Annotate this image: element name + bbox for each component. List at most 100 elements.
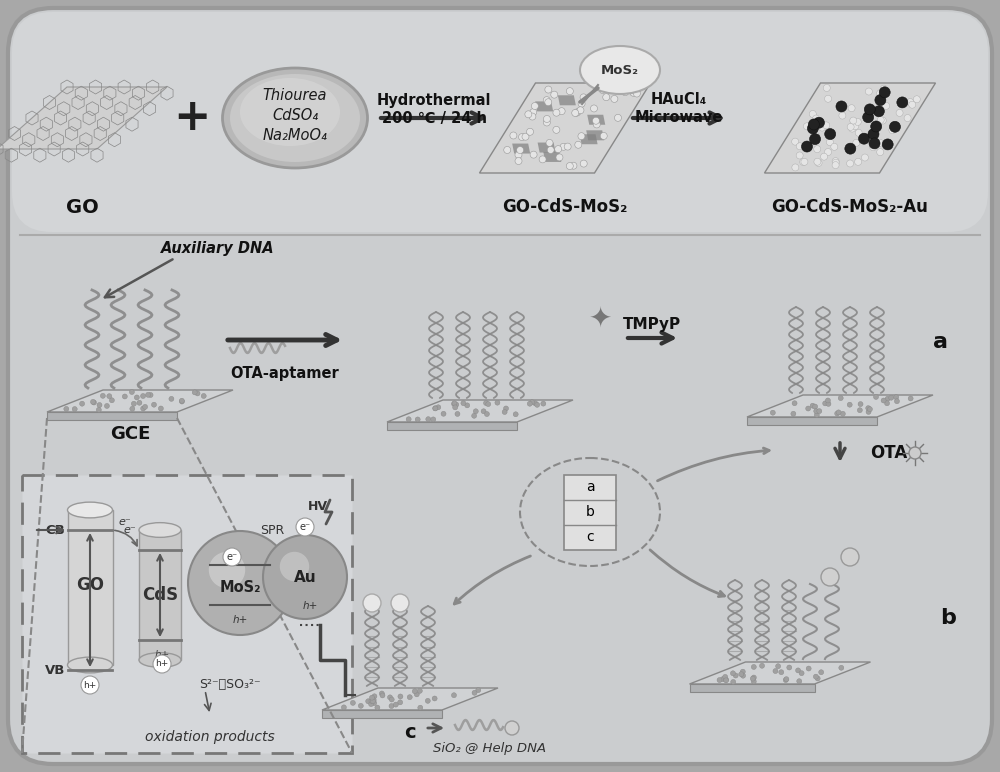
Circle shape [566,163,573,170]
Circle shape [380,693,385,698]
Circle shape [633,90,640,97]
Circle shape [611,96,618,103]
Circle shape [730,671,735,676]
Circle shape [836,101,847,112]
Circle shape [431,417,436,422]
Circle shape [104,404,109,408]
Circle shape [823,401,828,406]
Circle shape [808,119,819,130]
FancyBboxPatch shape [22,475,352,753]
Circle shape [861,154,868,161]
Circle shape [393,702,398,707]
Circle shape [375,705,380,710]
Circle shape [358,703,363,709]
Text: b: b [940,608,956,628]
Circle shape [913,96,920,103]
Circle shape [850,117,857,124]
Circle shape [436,405,441,410]
Circle shape [137,400,142,405]
Circle shape [146,392,151,398]
Text: e⁻: e⁻ [226,552,238,562]
Circle shape [426,417,431,422]
Text: h+: h+ [232,615,248,625]
Circle shape [391,594,409,612]
Circle shape [896,110,903,117]
Circle shape [433,406,438,411]
Circle shape [622,89,629,96]
Circle shape [412,689,417,694]
Text: Na₂MoO₄: Na₂MoO₄ [263,127,327,143]
Circle shape [525,111,532,118]
Circle shape [885,401,890,406]
Circle shape [484,401,489,405]
Circle shape [797,679,802,684]
Circle shape [835,411,840,416]
Circle shape [529,113,536,120]
Circle shape [792,401,797,406]
Circle shape [866,409,871,415]
Circle shape [513,411,518,417]
Circle shape [894,398,899,404]
Circle shape [885,396,890,401]
Circle shape [825,398,830,403]
Circle shape [870,144,877,151]
Circle shape [760,663,765,669]
Circle shape [773,669,778,673]
Circle shape [881,398,886,403]
Circle shape [814,408,819,414]
Circle shape [209,552,245,588]
Circle shape [909,447,921,459]
Circle shape [453,405,458,410]
Circle shape [733,673,738,678]
Text: SiO₂ @ Help DNA: SiO₂ @ Help DNA [433,742,547,755]
Text: Microwave: Microwave [635,110,723,126]
Circle shape [158,406,163,411]
Circle shape [592,117,599,124]
Text: ✦: ✦ [588,304,612,332]
Circle shape [889,121,900,132]
Circle shape [414,692,419,697]
Text: MoS₂: MoS₂ [219,581,261,595]
Circle shape [751,679,756,684]
Circle shape [122,394,127,399]
Circle shape [372,700,377,706]
Circle shape [486,401,491,407]
Circle shape [91,400,96,405]
Circle shape [908,396,913,401]
Text: HAuCl₄: HAuCl₄ [651,93,707,107]
Circle shape [807,123,818,134]
Ellipse shape [222,68,368,168]
Circle shape [415,417,420,422]
Text: h+: h+ [154,650,170,660]
Circle shape [481,408,486,414]
FancyBboxPatch shape [139,530,181,660]
Circle shape [369,695,374,700]
Text: a: a [932,332,948,352]
Circle shape [263,535,347,619]
Circle shape [876,139,883,146]
Circle shape [510,132,517,139]
Circle shape [806,406,811,411]
Circle shape [546,140,553,147]
Circle shape [476,688,481,692]
Circle shape [874,394,879,399]
Text: Au: Au [294,570,316,584]
Circle shape [882,139,893,150]
Circle shape [575,141,582,148]
Polygon shape [47,390,233,412]
Circle shape [791,411,796,416]
Polygon shape [0,87,167,149]
FancyBboxPatch shape [8,8,992,764]
Circle shape [879,86,890,98]
Circle shape [724,678,729,683]
Circle shape [857,408,862,413]
Circle shape [551,91,558,98]
Circle shape [865,88,872,95]
Circle shape [539,156,546,163]
Circle shape [819,670,824,675]
FancyBboxPatch shape [12,12,988,232]
Circle shape [545,99,552,106]
Text: e⁻: e⁻ [124,525,136,535]
Circle shape [854,118,861,126]
Circle shape [143,405,148,409]
